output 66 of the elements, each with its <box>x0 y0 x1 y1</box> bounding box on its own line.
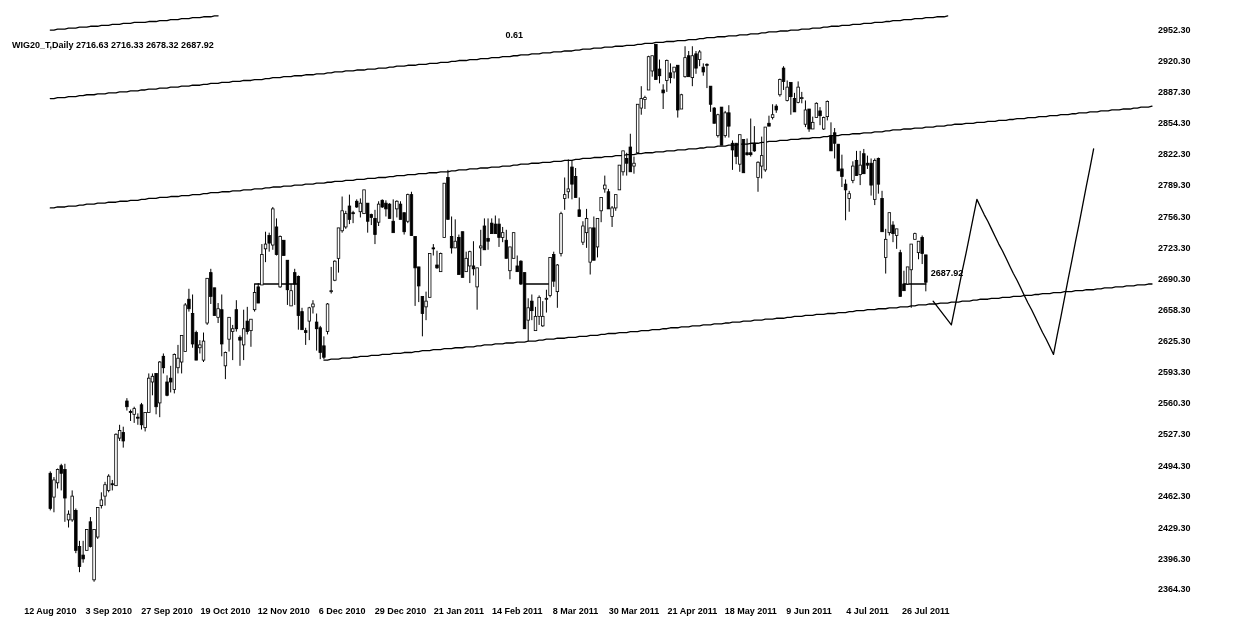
y-tick-label: 2854.30 <box>1158 118 1191 129</box>
candlestick <box>803 99 808 128</box>
candlestick <box>435 250 439 270</box>
candlestick <box>749 118 753 158</box>
x-tick-label: 29 Dec 2010 <box>374 606 427 616</box>
candlestick <box>125 397 129 412</box>
x-tick-label: 9 Jun 2011 <box>786 606 832 616</box>
line-series <box>49 105 1153 209</box>
candlestick <box>851 160 855 184</box>
y-tick-label: 2527.30 <box>1158 429 1191 440</box>
y-tick-label: 2822.30 <box>1158 148 1191 159</box>
y-tick-label: 2494.30 <box>1158 460 1191 471</box>
candlestick <box>347 194 352 225</box>
x-tick-label: 6 Dec 2010 <box>318 606 366 616</box>
candlestick <box>687 50 691 78</box>
x-tick-label: 27 Sep 2010 <box>141 606 193 616</box>
x-tick-label: 3 Sep 2010 <box>85 606 132 616</box>
y-tick-label: 2462.30 <box>1158 491 1191 502</box>
x-tick-label: 19 Oct 2010 <box>200 606 251 616</box>
line-series <box>49 15 219 31</box>
y-tick-label: 2396.30 <box>1158 553 1191 564</box>
x-tick-label: 12 Aug 2010 <box>24 606 77 616</box>
candlestick <box>818 106 822 126</box>
candlestick <box>497 217 501 248</box>
y-tick-label: 2952.30 <box>1158 25 1191 36</box>
candlestick <box>665 59 669 93</box>
candlestick <box>668 62 673 84</box>
x-tick-label: 30 Mar 2011 <box>608 606 660 616</box>
y-tick-label: 2560.30 <box>1158 397 1191 408</box>
candlestick <box>486 217 490 251</box>
candlestick <box>727 104 731 139</box>
candlestick <box>858 150 862 186</box>
text: WIG20_T,Daily 2716.63 2716.33 2678.32 2687.92 <box>12 40 214 50</box>
candlestick <box>730 139 735 171</box>
y-tick-label: 2364.30 <box>1158 584 1191 595</box>
y-tick-label: 2593.30 <box>1158 366 1191 377</box>
candlestick <box>395 199 399 218</box>
y-tick-label: 2658.30 <box>1158 304 1191 315</box>
y-tick-label: 2920.30 <box>1158 55 1191 66</box>
y-tick-label: 2625.30 <box>1158 336 1191 347</box>
annotation: 0.61 <box>505 30 524 40</box>
candlestick <box>201 332 206 363</box>
x-tick-label: 14 Feb 2011 <box>491 606 543 616</box>
y-tick-label: 2429.30 <box>1158 522 1191 533</box>
x-tick-label: 21 Apr 2011 <box>667 606 718 616</box>
candlestick <box>683 45 687 79</box>
candlestick <box>690 45 695 87</box>
candlestick <box>869 157 873 197</box>
x-tick-label: 18 May 2011 <box>724 606 777 616</box>
x-tick-label: 4 Jul 2011 <box>846 606 889 616</box>
candlestick <box>789 81 793 116</box>
x-tick-label: 8 Mar 2011 <box>552 606 599 616</box>
x-tick-label: 12 Nov 2010 <box>257 606 310 616</box>
y-tick-label: 2756.30 <box>1158 211 1191 222</box>
x-tick-label: 26 Jul 2011 <box>902 606 950 616</box>
candlestick <box>570 159 574 200</box>
y-tick-label: 2723.30 <box>1158 242 1191 253</box>
candlestick <box>139 402 144 431</box>
candlestick <box>661 83 665 110</box>
x-tick-label: 21 Jan 2011 <box>433 606 484 616</box>
candlestick <box>479 229 483 267</box>
y-tick-label: 2690.30 <box>1158 274 1191 285</box>
y-tick-label: 2887.30 <box>1158 86 1191 97</box>
y-tick-label: 2789.30 <box>1158 180 1191 191</box>
candlestick <box>916 240 921 260</box>
candlestick <box>384 199 388 217</box>
